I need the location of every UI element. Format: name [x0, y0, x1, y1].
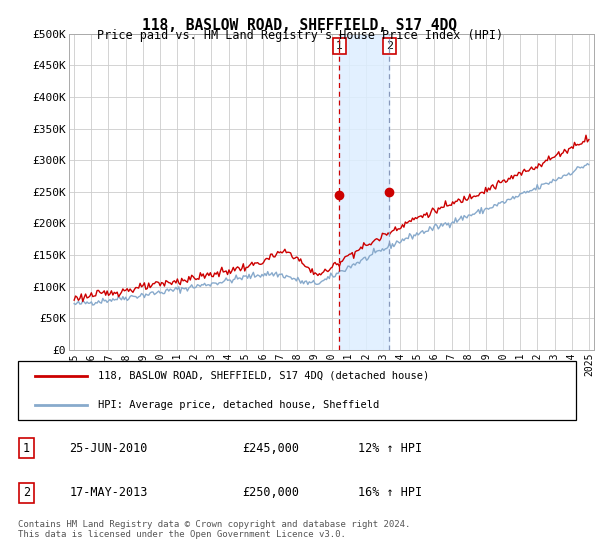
Text: 1: 1 — [336, 41, 343, 52]
Text: 1: 1 — [23, 441, 30, 455]
FancyBboxPatch shape — [18, 361, 577, 420]
Text: 2: 2 — [386, 41, 393, 52]
Text: £250,000: £250,000 — [242, 486, 299, 500]
Text: HPI: Average price, detached house, Sheffield: HPI: Average price, detached house, Shef… — [98, 400, 380, 410]
Bar — [340, 34, 389, 350]
Text: £245,000: £245,000 — [242, 441, 299, 455]
Text: 118, BASLOW ROAD, SHEFFIELD, S17 4DQ (detached house): 118, BASLOW ROAD, SHEFFIELD, S17 4DQ (de… — [98, 371, 430, 381]
Text: 2: 2 — [23, 486, 30, 500]
Text: 16% ↑ HPI: 16% ↑ HPI — [358, 486, 422, 500]
Text: Price paid vs. HM Land Registry's House Price Index (HPI): Price paid vs. HM Land Registry's House … — [97, 29, 503, 42]
Text: 12% ↑ HPI: 12% ↑ HPI — [358, 441, 422, 455]
Text: 118, BASLOW ROAD, SHEFFIELD, S17 4DQ: 118, BASLOW ROAD, SHEFFIELD, S17 4DQ — [143, 18, 458, 33]
Text: 25-JUN-2010: 25-JUN-2010 — [70, 441, 148, 455]
Text: 17-MAY-2013: 17-MAY-2013 — [70, 486, 148, 500]
Text: Contains HM Land Registry data © Crown copyright and database right 2024.
This d: Contains HM Land Registry data © Crown c… — [18, 520, 410, 539]
